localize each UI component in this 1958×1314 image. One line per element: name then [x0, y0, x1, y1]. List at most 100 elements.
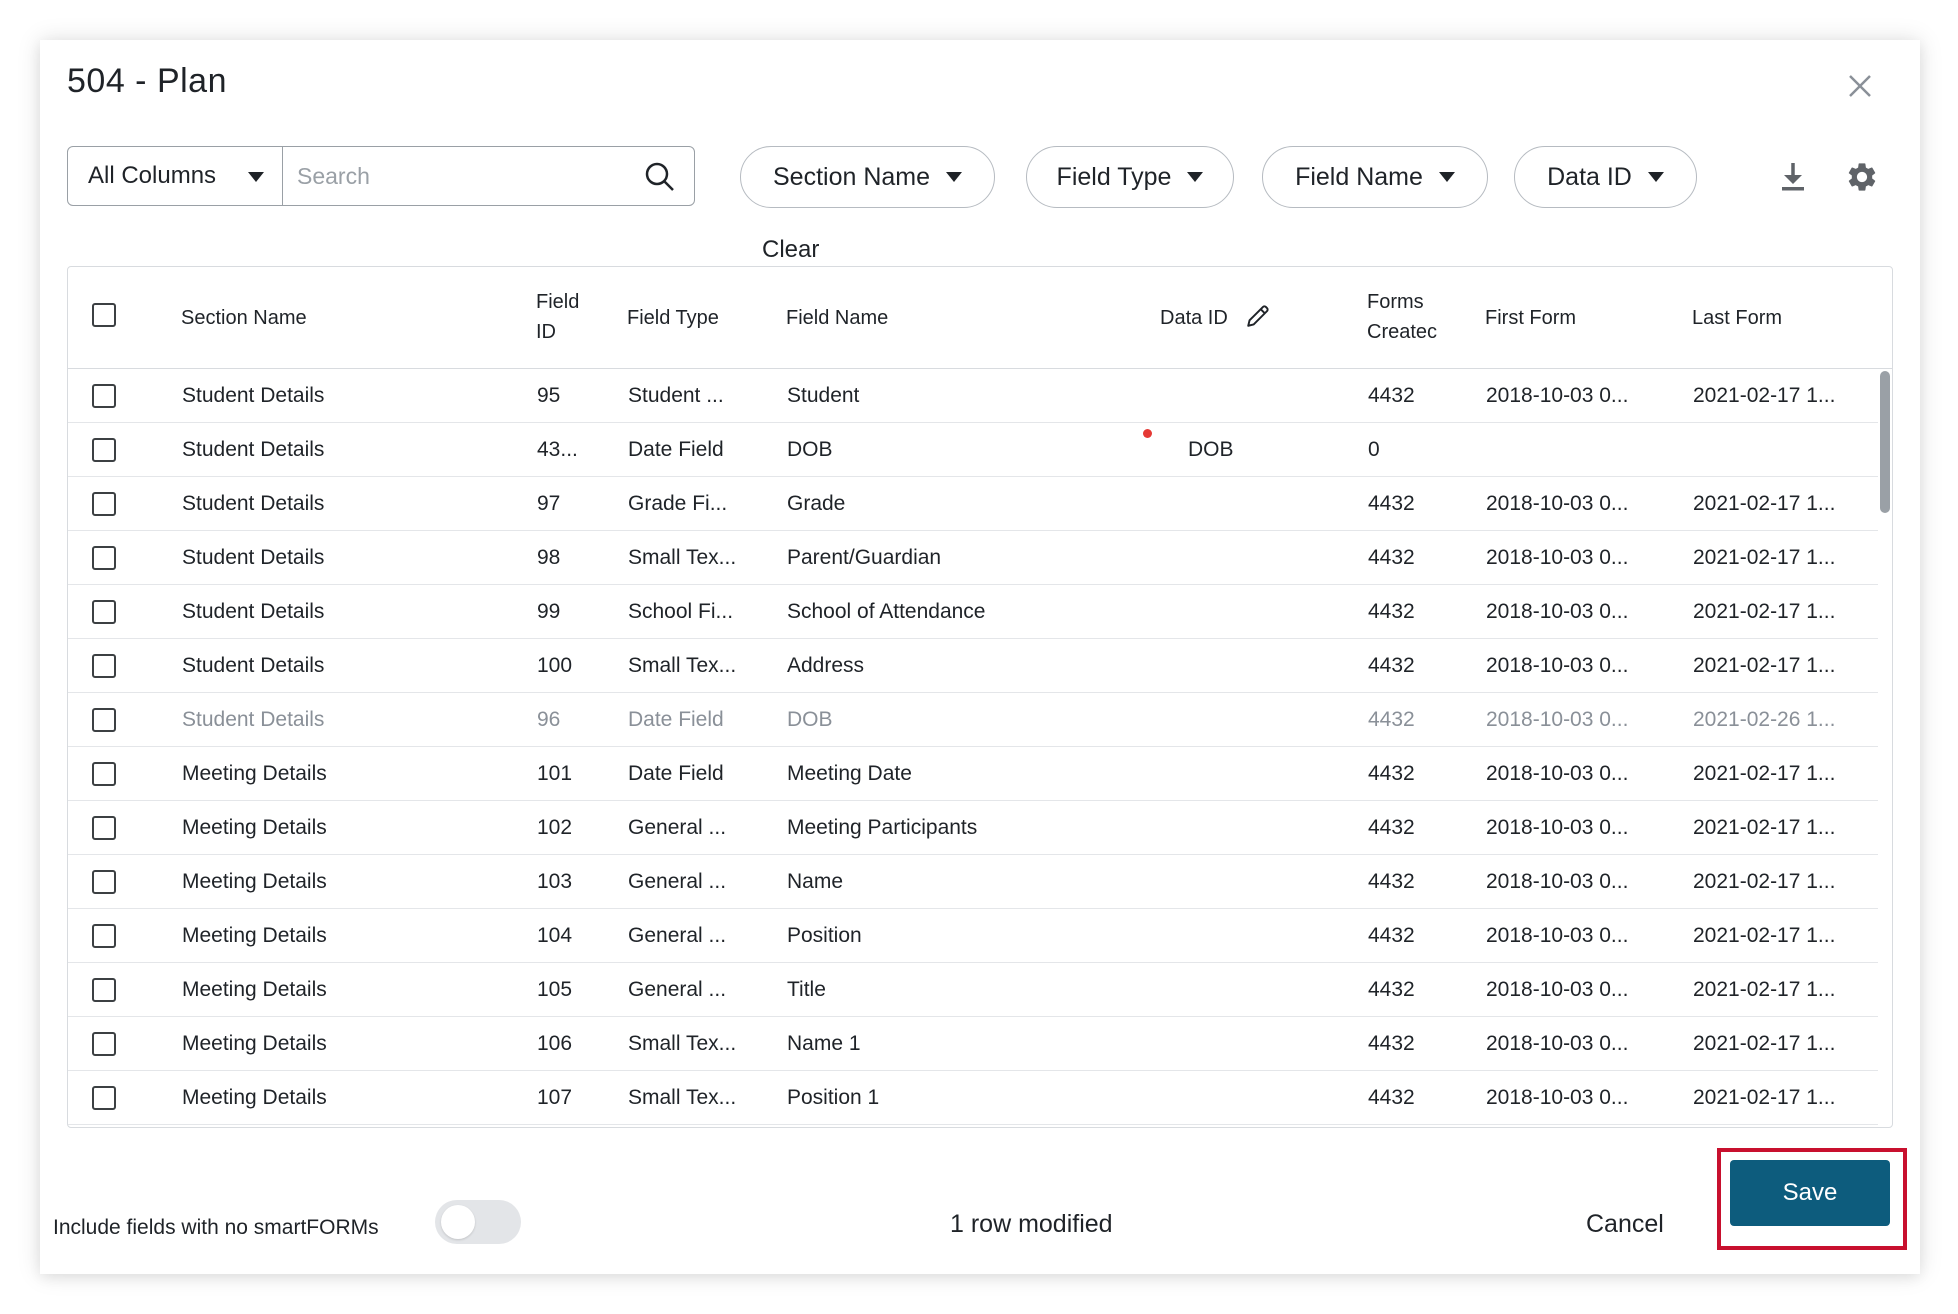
table-row[interactable]: Student Details 96 Date Field DOB 4432 2… — [68, 693, 1878, 747]
cell-forms-created: 4432 — [1368, 600, 1415, 623]
download-icon[interactable] — [1777, 160, 1809, 194]
cell-first-form: 2018-10-03 0... — [1486, 654, 1629, 677]
header-field-id[interactable]: Field ID — [536, 287, 579, 347]
cell-forms-created: 4432 — [1368, 1086, 1415, 1109]
table-row[interactable]: Student Details 99 School Fi... School o… — [68, 585, 1878, 639]
cell-last-form: 2021-02-17 1... — [1693, 1032, 1836, 1055]
filter-section-name[interactable]: Section Name — [740, 146, 995, 208]
cell-last-form: 2021-02-17 1... — [1693, 600, 1836, 623]
cell-field-name: Meeting Date — [787, 762, 912, 785]
caret-down-icon — [946, 172, 963, 182]
cell-field-id: 101 — [537, 762, 573, 785]
cell-section-name: Meeting Details — [182, 924, 327, 947]
table-row[interactable]: Student Details 95 Student ... Student 4… — [68, 369, 1878, 423]
cell-last-form: 2021-02-17 1... — [1693, 870, 1836, 893]
include-fields-toggle[interactable] — [435, 1200, 521, 1244]
header-data-id[interactable]: Data ID — [1160, 307, 1228, 329]
header-forms-created[interactable]: Forms Createc — [1367, 287, 1445, 347]
table-row[interactable]: Meeting Details 107 Small Tex... Positio… — [68, 1071, 1878, 1125]
pencil-icon[interactable] — [1245, 303, 1271, 329]
table-scrollbar[interactable] — [1876, 369, 1892, 1127]
table-row[interactable]: Student Details 98 Small Tex... Parent/G… — [68, 531, 1878, 585]
row-checkbox[interactable] — [92, 1086, 116, 1110]
cell-field-type: Small Tex... — [628, 1086, 737, 1109]
header-field-id-line2: ID — [536, 321, 556, 343]
cell-field-id: 98 — [537, 546, 561, 569]
cell-field-type: General ... — [628, 816, 727, 839]
header-last-form[interactable]: Last Form — [1692, 307, 1783, 329]
row-checkbox[interactable] — [92, 924, 116, 948]
row-checkbox[interactable] — [92, 600, 116, 624]
cell-forms-created: 4432 — [1368, 708, 1415, 731]
header-field-name[interactable]: Field Name — [786, 307, 889, 329]
cancel-button[interactable]: Cancel — [1586, 1210, 1664, 1238]
filter-data-id[interactable]: Data ID — [1514, 146, 1697, 208]
column-select-value: All Columns — [88, 162, 217, 189]
caret-down-icon — [1438, 172, 1455, 182]
cell-field-type: Date Field — [628, 708, 724, 731]
cell-forms-created: 4432 — [1368, 546, 1415, 569]
cell-forms-created: 4432 — [1368, 654, 1415, 677]
header-field-type[interactable]: Field Type — [627, 307, 719, 329]
table-row[interactable]: Meeting Details 104 General ... Position… — [68, 909, 1878, 963]
caret-down-icon — [248, 172, 264, 182]
table-row[interactable]: Meeting Details 101 Date Field Meeting D… — [68, 747, 1878, 801]
cell-first-form: 2018-10-03 0... — [1486, 546, 1629, 569]
filter-field-name[interactable]: Field Name — [1262, 146, 1488, 208]
row-checkbox[interactable] — [92, 1032, 116, 1056]
cell-field-name: Grade — [787, 492, 846, 515]
gear-icon[interactable] — [1845, 160, 1879, 194]
save-button[interactable]: Save — [1730, 1160, 1890, 1226]
cell-last-form: 2021-02-17 1... — [1693, 978, 1836, 1001]
row-checkbox[interactable] — [92, 870, 116, 894]
cell-forms-created: 4432 — [1368, 1032, 1415, 1055]
row-checkbox[interactable] — [92, 384, 116, 408]
row-checkbox[interactable] — [92, 654, 116, 678]
cell-field-id: 96 — [537, 708, 561, 731]
cell-field-name: DOB — [787, 438, 833, 461]
filter-field-type-label: Field Type — [1056, 162, 1172, 191]
row-checkbox[interactable] — [92, 978, 116, 1002]
cell-field-type: General ... — [628, 978, 727, 1001]
scrollbar-thumb[interactable] — [1880, 371, 1890, 513]
cell-field-name: Student — [787, 384, 860, 407]
search-icon[interactable] — [644, 161, 676, 193]
select-all-checkbox[interactable] — [92, 303, 116, 327]
cell-last-form: 2021-02-17 1... — [1693, 762, 1836, 785]
cell-field-id: 97 — [537, 492, 561, 515]
modified-status: 1 row modified — [950, 1210, 1113, 1238]
cell-field-type: Date Field — [628, 438, 724, 461]
column-select[interactable]: All Columns — [67, 146, 283, 206]
row-checkbox[interactable] — [92, 492, 116, 516]
close-icon[interactable] — [1840, 66, 1880, 106]
table-row[interactable]: Meeting Details 106 Small Tex... Name 1 … — [68, 1017, 1878, 1071]
header-forms-created-line2: Createc — [1367, 321, 1438, 343]
table-row[interactable]: Meeting Details 105 General ... Title 44… — [68, 963, 1878, 1017]
cell-forms-created: 4432 — [1368, 870, 1415, 893]
table-row[interactable]: Student Details 43... Date Field DOB DOB… — [68, 423, 1878, 477]
table-row[interactable]: Student Details 100 Small Tex... Address… — [68, 639, 1878, 693]
search-input[interactable] — [283, 147, 639, 205]
cell-field-type: School Fi... — [628, 600, 734, 623]
modified-indicator — [1143, 429, 1152, 438]
row-checkbox[interactable] — [92, 708, 116, 732]
cell-data-id[interactable]: DOB — [1188, 438, 1234, 461]
header-section-name[interactable]: Section Name — [181, 307, 307, 329]
cell-field-name: Meeting Participants — [787, 816, 978, 839]
save-highlight-box — [1717, 1148, 1907, 1250]
clear-filters-link[interactable]: Clear — [762, 236, 820, 263]
cell-forms-created: 4432 — [1368, 384, 1415, 407]
dialog-footer: Include fields with no smartFORMs 1 row … — [40, 1148, 1920, 1260]
cell-last-form: 2021-02-17 1... — [1693, 492, 1836, 515]
table-row[interactable]: Meeting Details 103 General ... Name 443… — [68, 855, 1878, 909]
row-checkbox[interactable] — [92, 816, 116, 840]
cell-field-id: 99 — [537, 600, 561, 623]
row-checkbox[interactable] — [92, 546, 116, 570]
cell-section-name: Meeting Details — [182, 762, 327, 785]
filter-field-type[interactable]: Field Type — [1026, 146, 1234, 208]
row-checkbox[interactable] — [92, 438, 116, 462]
table-row[interactable]: Meeting Details 102 General ... Meeting … — [68, 801, 1878, 855]
table-row[interactable]: Student Details 97 Grade Fi... Grade 443… — [68, 477, 1878, 531]
header-first-form[interactable]: First Form — [1485, 307, 1577, 329]
row-checkbox[interactable] — [92, 762, 116, 786]
